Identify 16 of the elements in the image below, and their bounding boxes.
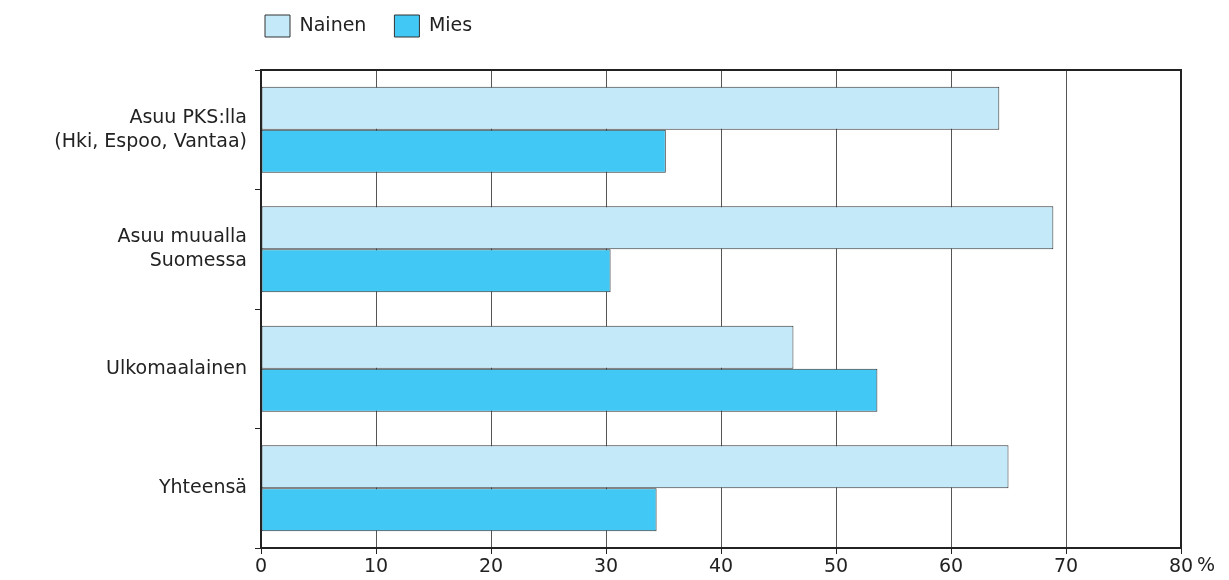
y-tick-label: Ulkomaalainen [106, 355, 247, 378]
y-tick-label: Asuu PKS:lla (Hki, Espoo, Vantaa) [54, 104, 247, 151]
legend-label: Mies [428, 12, 473, 35]
x-tick-label: 60 [938, 554, 964, 577]
x-tick-label: 80 [1168, 554, 1194, 577]
x-tick-label: 50 [823, 554, 849, 577]
y-tick-label: Yhteensä [157, 475, 247, 498]
x-tick-label: 40 [708, 554, 734, 577]
x-tick-label: 20 [478, 554, 504, 577]
x-tick-label: 10 [363, 554, 389, 577]
x-tick-label: 30 [593, 554, 619, 577]
x-tick-label: 70 [1053, 554, 1079, 577]
legend-label: Nainen [299, 12, 367, 35]
x-axis-title: % [1197, 552, 1216, 575]
y-tick-label: Asuu muualla Suomessa [117, 224, 247, 271]
x-tick-label: 0 [254, 554, 268, 577]
